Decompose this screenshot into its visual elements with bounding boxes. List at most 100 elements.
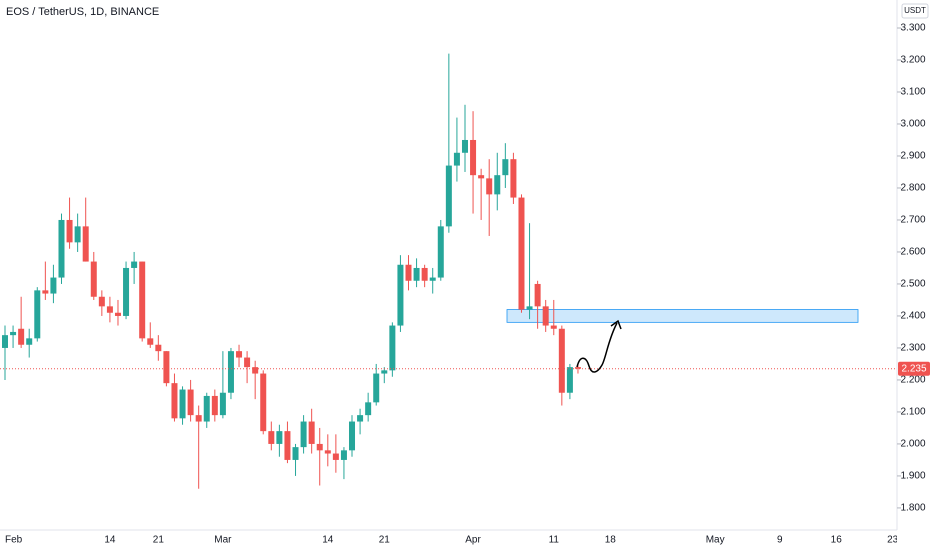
candle-body (155, 344, 162, 352)
candle-body (292, 447, 299, 460)
currency-label: USDT (904, 6, 926, 15)
y-tick-label: 2.900 (900, 151, 925, 162)
candle-body (534, 283, 541, 307)
candle-body (82, 226, 89, 262)
candle-body (365, 402, 372, 416)
candle-body (42, 290, 49, 294)
candle-body (236, 351, 243, 358)
projection-arrow (576, 322, 618, 373)
candle-body (542, 306, 549, 326)
y-tick-label: 3.200 (900, 55, 925, 66)
candle-body (90, 261, 97, 297)
x-tick-label: 14 (322, 535, 334, 546)
candle-body (461, 139, 468, 153)
candle-body (502, 159, 509, 176)
y-tick-label: 2.400 (900, 311, 925, 322)
x-tick-label: May (706, 535, 725, 546)
candle-body (510, 159, 517, 198)
candle-body (179, 389, 186, 419)
candle-body (276, 431, 283, 444)
arrow-head (610, 319, 622, 330)
x-tick-label: 23 (887, 535, 899, 546)
last-price-badge (898, 361, 930, 376)
y-tick-label: 2.300 (900, 343, 925, 354)
candle-body (203, 395, 210, 422)
candle-body (10, 331, 17, 336)
candle-body (381, 370, 388, 374)
candle-body (123, 267, 130, 316)
candle-body (397, 264, 404, 326)
candle-body (340, 450, 347, 460)
candle-body (211, 395, 218, 416)
candle-body (413, 267, 420, 281)
candle-body (252, 367, 259, 374)
candle-body (470, 139, 477, 176)
support-zone (506, 309, 859, 323)
candle-body (300, 421, 307, 448)
candle-body (518, 197, 525, 310)
x-tick-label: Apr (465, 535, 481, 546)
y-tick-label: 3.300 (900, 23, 925, 34)
candle-body (437, 226, 444, 278)
candle-body (429, 277, 436, 281)
candle-body (34, 290, 41, 339)
x-tick-label: Feb (5, 535, 23, 546)
candle-body (453, 152, 460, 166)
price-axis-panel (897, 0, 932, 550)
x-tick-label: 18 (605, 535, 617, 546)
price-axis: 1.800 1.900 2.000 2.100 2.200 2.300 2.400 2.500… (897, 23, 930, 514)
candle-body (566, 367, 573, 393)
candle-body (478, 175, 485, 179)
chart-title: EOS / TetherUS, 1D, BINANCE (6, 6, 159, 18)
x-tick-label: 21 (379, 535, 391, 546)
y-tick-label: 2.200 (900, 375, 925, 386)
candle-body (147, 338, 154, 345)
y-tick-label: 2.700 (900, 215, 925, 226)
candle-body (26, 338, 33, 345)
candle-body (389, 325, 396, 371)
candle-body (50, 277, 57, 294)
candle-body (421, 267, 428, 281)
last-price-label: 2.235 (901, 363, 926, 374)
y-tick-label: 1.900 (900, 471, 925, 482)
candle-body (284, 431, 291, 460)
candle-body (66, 219, 73, 243)
candle-body (324, 450, 331, 454)
candle-body (316, 443, 323, 451)
y-tick-label: 2.800 (900, 183, 925, 194)
candle-body (171, 383, 178, 419)
candle-body (98, 296, 105, 307)
y-tick-label: 2.000 (900, 439, 925, 450)
y-tick-label: 3.000 (900, 119, 925, 130)
candle-body (405, 264, 412, 281)
y-tick-label: 2.500 (900, 279, 925, 290)
candle-body (357, 415, 364, 422)
candle-body (494, 175, 501, 195)
candle-body (574, 367, 581, 369)
candle-body (131, 261, 138, 268)
candle-body (18, 328, 25, 345)
candle-body (74, 226, 81, 243)
x-tick-label: 9 (777, 535, 783, 546)
candle-body (550, 325, 557, 329)
candle-body (2, 335, 8, 348)
candle-body (558, 328, 565, 393)
candle-body (163, 351, 170, 384)
candle-body (106, 306, 113, 313)
candle-body (187, 389, 194, 416)
currency-badge[interactable] (901, 3, 929, 19)
candle-body (308, 421, 315, 444)
candle-body (114, 312, 121, 316)
y-tick-label: 3.100 (900, 87, 925, 98)
candle-body (526, 306, 533, 310)
candle-body (445, 165, 452, 227)
candle-body (486, 178, 493, 195)
candle-body (58, 219, 65, 278)
x-tick-label: Mar (214, 535, 232, 546)
candle-body (268, 431, 275, 444)
candle-body (260, 373, 267, 432)
x-tick-label: 21 (153, 535, 165, 546)
y-tick-label: 1.800 (900, 503, 925, 514)
